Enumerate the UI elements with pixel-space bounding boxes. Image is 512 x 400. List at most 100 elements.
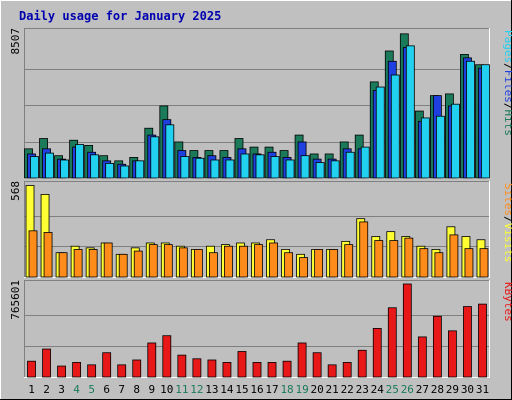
bar-sites-day-27 [419,248,429,278]
bar-pages-day-9 [150,136,160,179]
bar-sites-day-4 [73,249,83,278]
bar-sites-day-30 [464,248,474,278]
panel-legend: KBytes [502,282,512,322]
bar-kbytes-day-31 [478,303,487,378]
bar-sites-day-31 [479,248,489,278]
bar-kbytes-day-17 [267,362,277,378]
bar-sites-day-29 [449,234,459,278]
panel-legend: Sites/Visits [502,183,512,263]
bar-sites-day-24 [374,240,384,278]
bar-sites-day-15 [239,245,248,278]
day-label: 1 [28,383,35,396]
bar-kbytes-day-6 [102,352,112,378]
bar-sites-day-21 [329,249,339,278]
day-label: 16 [250,383,263,396]
bar-kbytes-day-10 [162,335,172,378]
day-label: 29 [446,383,459,396]
bar-pages-day-15 [240,153,250,179]
bar-sites-day-28 [434,252,444,278]
bar-sites-day-8 [133,250,143,278]
day-label: 21 [326,383,339,396]
bar-kbytes-day-7 [117,364,127,378]
bar-sites-day-16 [254,244,263,278]
day-label: 13 [205,383,218,396]
day-label: 17 [265,383,278,396]
bar-sites-day-3 [58,252,68,278]
bar-kbytes-day-20 [312,352,322,378]
legend-entry: / [502,63,512,70]
bar-sites-day-2 [43,232,53,278]
bar-kbytes-day-2 [42,348,51,378]
bar-pages-day-31 [481,64,490,179]
bar-sites-day-23 [359,221,369,278]
bar-sites-day-18 [284,252,293,278]
day-label: 22 [341,383,354,396]
bar-pages-day-21 [330,160,340,179]
bar-kbytes-day-9 [147,342,157,378]
bar-sites-day-6 [103,242,113,278]
day-label: 26 [401,383,414,396]
day-label: 19 [295,383,308,396]
day-label: 10 [160,383,173,396]
bar-pages-day-7 [120,165,130,179]
legend-entry: Sites [502,183,512,216]
panel-legend: Pages/Files/Hits [502,30,512,136]
bar-pages-day-11 [180,156,190,179]
bar-pages-day-2 [45,152,54,179]
bar-kbytes-day-22 [342,362,352,378]
day-label: 15 [235,383,248,396]
panel-hits_files_pages: 8507 Pages/Files/Hits [9,28,512,179]
bar-pages-day-19 [300,155,310,179]
bar-sites-day-11 [178,247,188,278]
day-label: 28 [431,383,444,396]
bar-kbytes-day-25 [387,307,397,378]
chart-title: Daily usage for January 2025 [19,9,221,23]
day-label: 31 [476,383,489,396]
bar-kbytes-day-13 [207,359,217,378]
bar-sites-day-20 [314,249,324,278]
series-pages [30,45,490,179]
day-label: 25 [386,383,399,396]
bar-kbytes-day-3 [57,365,66,378]
bar-kbytes-day-1 [27,360,36,378]
y-axis-max-label: 568 [9,181,22,201]
bar-sites-day-26 [404,237,414,278]
day-label: 4 [73,383,80,396]
bar-pages-day-27 [420,117,430,179]
bar-kbytes-day-18 [282,360,292,378]
legend-entry: Pages [502,30,512,63]
bar-kbytes-day-19 [297,342,307,378]
bar-sites-day-12 [193,249,203,278]
bar-kbytes-day-29 [448,330,457,378]
day-label: 27 [416,383,429,396]
bar-pages-day-12 [195,157,205,179]
legend-entry: Visits [502,223,512,263]
bar-kbytes-day-27 [417,336,427,378]
day-label: 23 [356,383,369,396]
bar-kbytes-day-15 [237,351,247,378]
bar-kbytes-day-30 [463,306,472,378]
bar-kbytes-day-12 [192,358,202,378]
day-label: 5 [88,383,95,396]
day-label: 7 [118,383,125,396]
y-axis-max-label: 8507 [9,28,22,55]
bar-sites-day-5 [88,249,98,278]
bar-sites-day-7 [118,253,128,278]
bar-kbytes-day-11 [177,354,187,378]
bar-pages-day-24 [375,86,385,179]
day-label: 6 [103,383,110,396]
y-axis-max-label: 765601 [9,280,22,320]
panel-visits_sites: 568 Sites/Visits [9,181,512,278]
bar-kbytes-day-28 [432,315,442,378]
day-label: 12 [190,383,203,396]
bar-pages-day-22 [345,151,355,179]
bar-pages-day-29 [451,103,460,179]
legend-entry: KBytes [502,282,512,322]
day-label: 18 [280,383,293,396]
bar-sites-day-22 [344,244,354,278]
bar-pages-day-16 [255,154,265,179]
day-label: 24 [371,383,385,396]
bar-sites-day-9 [148,244,158,278]
chart-panels: 8507Pages/Files/Hits568Sites/Visits76560… [9,28,512,378]
bar-sites-day-17 [269,242,278,278]
